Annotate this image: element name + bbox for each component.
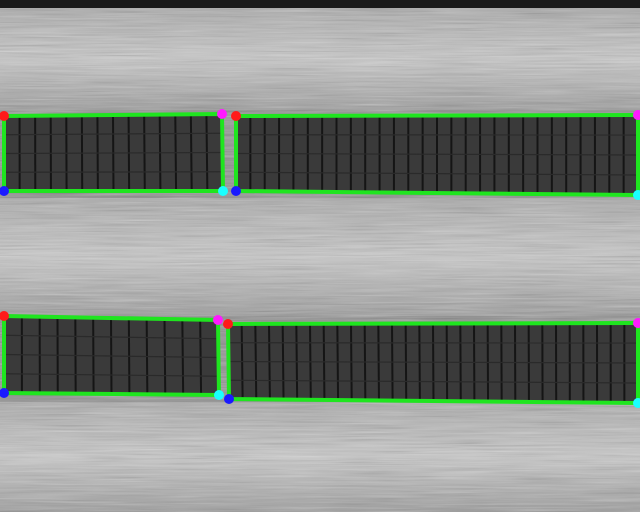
panel-cell-divider [228,379,639,384]
detection-box-group [0,109,640,408]
panel-cell-divider [3,132,223,136]
corner-marker-bottom-left [231,186,241,196]
corner-marker-top-left [0,311,9,321]
ground-texture [0,8,640,512]
corner-marker-top-right [213,315,223,325]
panel-cell-divider [235,171,639,176]
panel-cell-divider [3,171,223,173]
corner-marker-bottom-right [633,398,640,408]
corner-marker-top-left [231,111,241,121]
corner-marker-top-right [633,110,640,120]
panel-group [3,114,639,403]
corner-marker-top-right [217,109,227,119]
corner-marker-top-right [633,318,640,328]
corner-marker-top-left [0,111,9,121]
top-dark-strip [0,0,640,8]
panel-cell-divider [3,373,219,377]
corner-marker-bottom-right [633,190,640,200]
panel-cell-divider [235,152,639,156]
corner-marker-bottom-left [0,186,9,196]
panel-cell-divider [228,360,639,364]
corner-marker-top-left [223,319,233,329]
corner-marker-bottom-left [224,394,234,404]
panel-cell-divider [3,334,219,340]
corner-marker-bottom-right [218,186,228,196]
corner-marker-bottom-left [0,388,9,398]
panel-cell-divider [3,151,223,155]
corner-marker-bottom-right [214,390,224,400]
panel-cell-divider [3,353,219,359]
